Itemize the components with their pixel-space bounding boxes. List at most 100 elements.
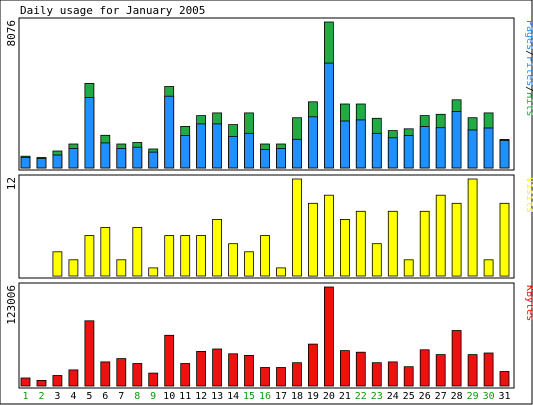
- bar-kbytes-kbytes-day-28: [451, 330, 462, 387]
- day-label-5: 5: [86, 391, 92, 402]
- day-label-10: 10: [163, 391, 175, 402]
- day-label-29: 29: [467, 391, 479, 402]
- legend-part-hits-1: /: [524, 50, 533, 56]
- bar-hits-files-day-16: [260, 148, 270, 169]
- bar-hits-files-day-15: [244, 132, 254, 169]
- bar-kbytes-kbytes-day-1: [20, 377, 31, 387]
- panel-visits: 12 Visits: [5, 174, 533, 279]
- bar-visits-visits-day-16: [260, 235, 270, 277]
- day-label-25: 25: [403, 391, 415, 402]
- bar-kbytes-kbytes-day-6: [100, 361, 111, 387]
- bar-visits-visits-day-13: [212, 218, 223, 277]
- day-label-17: 17: [275, 391, 287, 402]
- bar-kbytes-kbytes-day-2: [36, 379, 47, 387]
- bar-visits-visits-day-30: [483, 259, 494, 277]
- series-files: [20, 62, 510, 169]
- bar-kbytes-kbytes-day-4: [68, 369, 79, 387]
- bar-kbytes-kbytes-day-25: [403, 366, 414, 387]
- bar-visits-visits-day-28: [451, 202, 462, 277]
- day-label-21: 21: [339, 391, 351, 402]
- bar-visits-visits-day-10: [164, 235, 175, 277]
- bar-hits-files-day-11: [180, 135, 191, 169]
- day-label-6: 6: [102, 391, 108, 402]
- bar-hits-files-day-3: [52, 154, 63, 169]
- bar-visits-visits-day-31: [499, 202, 510, 277]
- bar-hits-files-day-10: [164, 95, 175, 169]
- day-label-15: 15: [243, 391, 255, 402]
- legend-part-visits-0: Visits: [524, 177, 533, 213]
- bar-hits-files-day-17: [276, 148, 286, 169]
- bar-kbytes-kbytes-day-13: [212, 348, 223, 387]
- bar-kbytes-kbytes-day-14: [228, 353, 239, 387]
- bar-kbytes-kbytes-day-3: [52, 375, 63, 387]
- day-label-2: 2: [38, 391, 44, 402]
- bar-visits-visits-day-9: [148, 267, 159, 277]
- bar-visits-visits-day-6: [100, 227, 111, 277]
- bar-hits-files-day-8: [132, 146, 143, 169]
- bar-kbytes-kbytes-day-23: [371, 362, 382, 387]
- bar-hits-files-day-14: [228, 135, 239, 169]
- day-label-16: 16: [259, 391, 271, 402]
- bar-kbytes-kbytes-day-26: [419, 349, 430, 387]
- bar-hits-files-day-30: [483, 127, 494, 169]
- day-label-19: 19: [307, 391, 319, 402]
- bar-visits-visits-day-23: [371, 243, 382, 277]
- legend-visits: Visits: [524, 177, 533, 213]
- bar-kbytes-kbytes-day-5: [84, 320, 95, 387]
- legend-part-hits-3: /: [524, 86, 533, 92]
- chart-title: Daily usage for January 2005: [20, 4, 205, 17]
- bar-kbytes-kbytes-day-30: [483, 352, 494, 387]
- bar-visits-visits-day-18: [292, 178, 302, 277]
- bar-kbytes-kbytes-day-19: [307, 343, 318, 387]
- bar-kbytes-kbytes-day-22: [355, 351, 366, 387]
- bar-hits-files-day-24: [387, 137, 398, 169]
- day-label-4: 4: [70, 391, 76, 402]
- bar-kbytes-kbytes-day-20: [323, 286, 334, 387]
- ymax-label-visits: 12: [5, 177, 18, 190]
- bar-hits-files-day-20: [323, 62, 334, 169]
- panel-kbytes: 123006 KBytes: [5, 282, 533, 389]
- day-label-1: 1: [22, 391, 28, 402]
- bar-hits-files-day-25: [403, 135, 414, 169]
- bar-visits-visits-day-15: [244, 251, 254, 277]
- ymax-label-kbytes: 123006: [5, 285, 18, 325]
- bar-kbytes-kbytes-day-21: [339, 350, 350, 387]
- bar-visits-visits-day-19: [307, 202, 318, 277]
- bar-hits-files-day-6: [100, 142, 111, 169]
- bar-hits-files-day-27: [435, 127, 446, 169]
- bar-kbytes-kbytes-day-10: [164, 334, 175, 387]
- bar-visits-visits-day-3: [52, 251, 63, 277]
- day-label-30: 30: [483, 391, 495, 402]
- bar-visits-visits-day-24: [387, 210, 398, 277]
- bar-visits-visits-day-26: [419, 210, 430, 277]
- day-label-22: 22: [355, 391, 367, 402]
- day-axis-labels: 1 2 3 4 5 6 7 8 9 10 11 12 13 14 15 16 17 18 19 20 21 22 23 24 2…: [22, 391, 510, 402]
- bar-hits-files-day-28: [451, 111, 462, 169]
- bar-kbytes-kbytes-day-7: [116, 358, 127, 387]
- bar-hits-files-day-26: [419, 126, 430, 169]
- bar-hits-files-day-31: [499, 140, 510, 169]
- day-label-8: 8: [134, 391, 140, 402]
- day-label-27: 27: [435, 391, 447, 402]
- legend-hits: Pages/Files/Hits: [524, 20, 533, 116]
- bar-kbytes-kbytes-day-12: [196, 350, 207, 387]
- bar-visits-visits-day-27: [435, 194, 446, 277]
- bar-hits-files-day-1: [20, 157, 31, 169]
- day-label-31: 31: [498, 391, 510, 402]
- bar-kbytes-kbytes-day-18: [292, 362, 302, 387]
- bar-visits-visits-day-22: [355, 210, 366, 277]
- bar-visits-visits-day-5: [84, 235, 95, 277]
- bar-hits-files-day-29: [467, 129, 478, 169]
- bar-hits-files-day-4: [68, 148, 79, 169]
- bar-visits-visits-day-20: [323, 194, 334, 277]
- bar-hits-files-day-22: [355, 119, 366, 169]
- day-label-12: 12: [195, 391, 207, 402]
- legend-kbytes: KBytes: [524, 285, 533, 321]
- bar-kbytes-kbytes-day-17: [276, 367, 286, 387]
- day-label-23: 23: [371, 391, 383, 402]
- bar-visits-visits-day-7: [116, 259, 127, 277]
- day-label-11: 11: [179, 391, 191, 402]
